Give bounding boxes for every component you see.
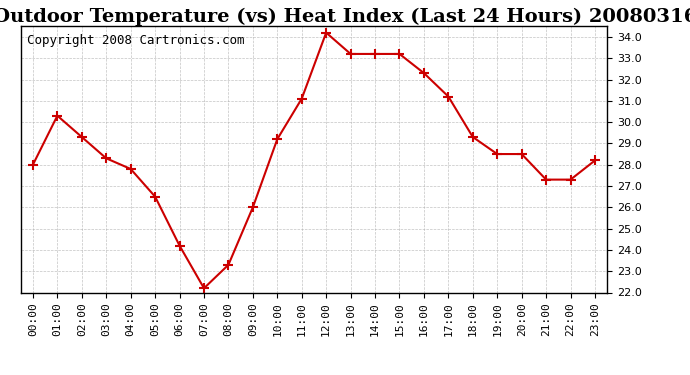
Text: Copyright 2008 Cartronics.com: Copyright 2008 Cartronics.com	[26, 34, 244, 47]
Text: Outdoor Temperature (vs) Heat Index (Last 24 Hours) 20080316: Outdoor Temperature (vs) Heat Index (Las…	[0, 8, 690, 26]
